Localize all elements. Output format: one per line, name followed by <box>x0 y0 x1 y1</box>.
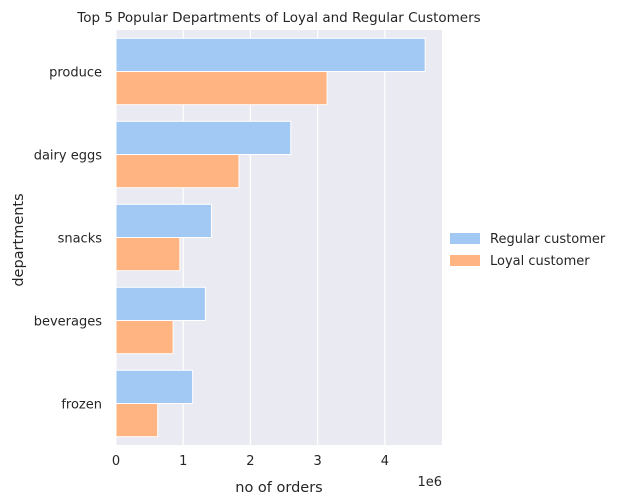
y-tick-label: snacks <box>58 232 103 247</box>
chart-title: Top 5 Popular Departments of Loyal and R… <box>76 10 480 26</box>
bar <box>115 120 292 156</box>
y-tick-label: beverages <box>34 315 103 330</box>
x-offset-label: 1e6 <box>417 475 442 490</box>
bars <box>115 37 426 438</box>
x-tick-label: 0 <box>112 454 120 469</box>
bar <box>115 286 206 321</box>
x-tick-label: 2 <box>246 454 254 469</box>
bar <box>115 154 240 189</box>
y-axis-label: departments <box>11 193 27 286</box>
x-axis-label: no of orders <box>235 480 322 496</box>
bar <box>115 403 159 438</box>
bar <box>115 203 212 239</box>
y-tick-label: dairy eggs <box>34 149 103 164</box>
x-tick-labels: 0 1 2 3 4 <box>112 454 389 469</box>
x-tick-label: 3 <box>314 454 322 469</box>
x-tick-label: 1 <box>179 454 187 469</box>
bar <box>115 37 426 72</box>
bar <box>115 237 181 272</box>
legend-swatch <box>450 255 480 266</box>
bar <box>115 369 194 404</box>
legend-label: Loyal customer <box>490 254 590 269</box>
y-tick-label: produce <box>49 66 102 81</box>
x-tick-label: 4 <box>381 454 389 469</box>
y-tick-label: frozen <box>61 398 102 413</box>
legend-swatch <box>450 233 480 244</box>
bar <box>115 71 328 106</box>
legend-label: Regular customer <box>490 232 606 247</box>
bar <box>115 320 174 355</box>
legend: Regular customer Loyal customer <box>450 232 606 269</box>
y-tick-labels: produce dairy eggs snacks beverages frozen <box>34 66 103 413</box>
